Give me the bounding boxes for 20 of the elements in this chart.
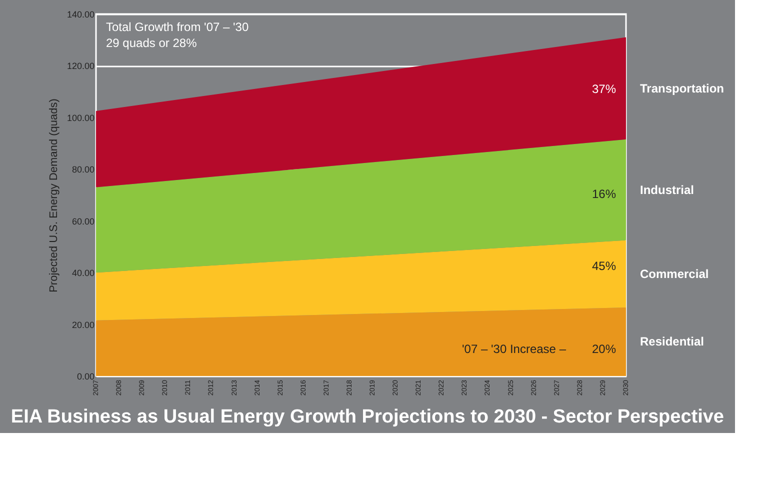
- y-tick-label: 40.00: [72, 268, 94, 278]
- y-tick-label: 60.00: [72, 216, 94, 226]
- y-tick-label: 100.00: [66, 112, 94, 123]
- annotation: 45%: [592, 259, 616, 273]
- annotation: 37%: [592, 82, 616, 96]
- series-label: Commercial: [640, 266, 709, 281]
- y-axis-title: Projected U.S. Energy Demand (quads): [48, 98, 60, 292]
- annotation: '07 – '30 Increase –: [462, 342, 566, 356]
- series-label: Residential: [640, 334, 704, 349]
- series-label: Industrial: [640, 182, 694, 197]
- series-label: Transportation: [640, 81, 724, 96]
- y-tick-label: 20.00: [72, 320, 94, 330]
- annotation: 16%: [592, 187, 616, 201]
- y-tick-label: 120.00: [66, 61, 94, 72]
- text: EIA Business as Usual Energy Growth Projections to 2030 - Sector Perspective: [10, 406, 724, 428]
- y-tick-label: 0.00: [76, 372, 94, 382]
- y-tick-label: 80.00: [72, 164, 94, 175]
- annotation: 20%: [592, 342, 616, 356]
- annotation: Total Growth from '07 – '30 29 quads or 28%: [106, 20, 249, 50]
- y-tick-label: 140.00: [66, 10, 94, 20]
